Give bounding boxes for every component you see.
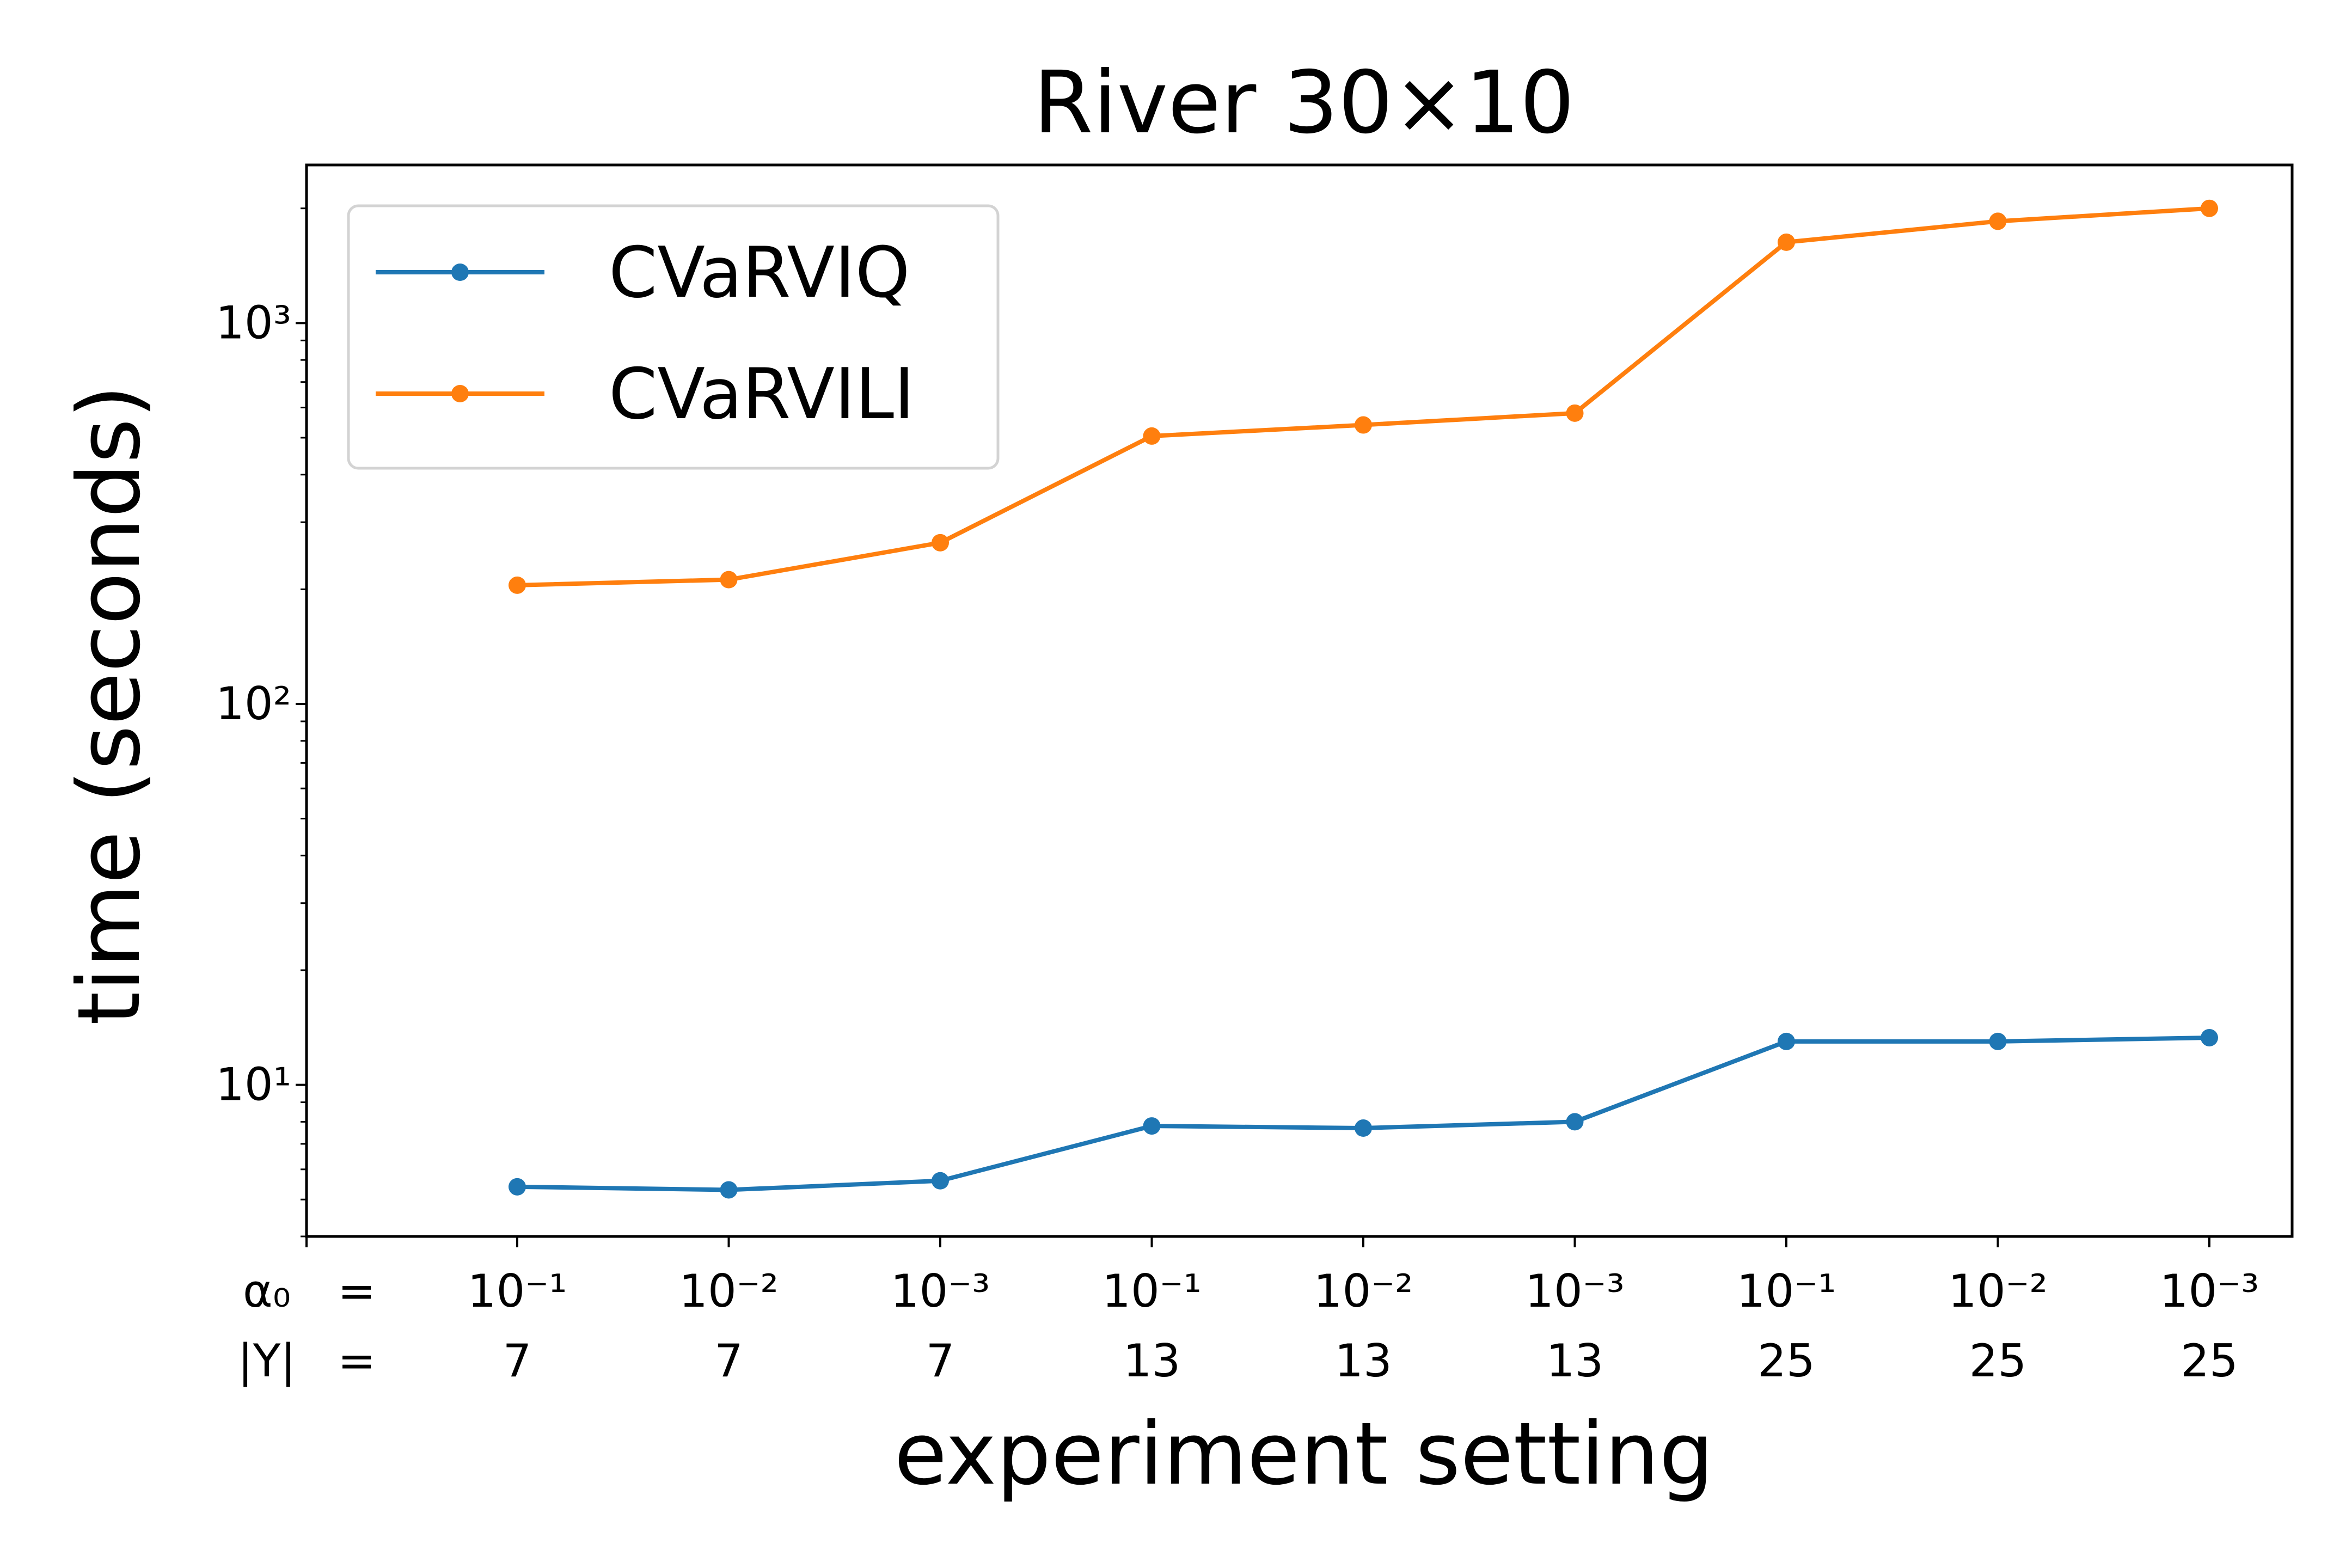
x-tick-label-Y: 25 — [1757, 1334, 1815, 1387]
x-tick-label-alpha0: 10⁻¹ — [468, 1265, 567, 1318]
data-point-cvarviq — [1355, 1119, 1372, 1137]
data-point-cvarviq — [1778, 1032, 1795, 1050]
y-tick-label: 10¹ — [216, 1058, 291, 1111]
data-point-cvarviq — [1989, 1032, 2007, 1050]
data-point-cvarvili — [1566, 404, 1584, 422]
data-point-cvarviq — [932, 1172, 949, 1190]
legend-marker-cvarviq — [451, 264, 469, 281]
legend: CVaRVIQ CVaRVILI — [347, 204, 1000, 470]
legend-label-cvarvili: CVaRVILI — [609, 354, 915, 435]
legend-label-cvarviq: CVaRVIQ — [609, 232, 910, 314]
x-tick-label-alpha0: 10⁻¹ — [1102, 1265, 1202, 1318]
x-tick-label-Y: 7 — [714, 1334, 743, 1387]
data-point-cvarvili — [1989, 212, 2007, 230]
data-point-cvarvili — [2201, 199, 2218, 217]
data-point-cvarviq — [2201, 1028, 2218, 1046]
x-tick-label-Y: 7 — [926, 1334, 955, 1387]
data-point-cvarvili — [720, 571, 738, 589]
data-point-cvarvili — [1778, 233, 1795, 251]
x-axis: α₀ = |Y| = 10⁻¹ 7 10⁻² 7 10⁻³ 7 10⁻¹ 13 10⁻² 13 10… — [238, 1236, 2259, 1387]
x-tick-label-Y: 7 — [503, 1334, 532, 1387]
x-tick-label-Y: 25 — [2180, 1334, 2238, 1387]
data-point-cvarviq — [720, 1181, 738, 1199]
data-point-cvarvili — [1355, 416, 1372, 434]
plot-frame — [305, 163, 2294, 1238]
x-tick-label-Y: 25 — [1969, 1334, 2027, 1387]
y-axis-title: time (seconds) — [59, 385, 160, 1025]
y-axis: 10¹ 10² 10³ — [216, 207, 307, 1238]
y-tick-label: 10³ — [216, 296, 291, 349]
data-point-cvarviq — [1566, 1113, 1584, 1131]
x-axis-title: experiment setting — [894, 1404, 1713, 1504]
chart-title: River 30×10 — [1033, 53, 1575, 153]
series-layer — [509, 199, 2218, 1199]
series-line-cvarviq — [517, 1035, 2210, 1192]
x-tick-label-Y: 13 — [1334, 1334, 1392, 1387]
x-tick-label-alpha0: 10⁻¹ — [1737, 1265, 1836, 1318]
x-tick-label-alpha0: 10⁻³ — [891, 1265, 990, 1318]
x-tick-label-Y: 13 — [1123, 1334, 1181, 1387]
x-tick-label-Y: 13 — [1546, 1334, 1604, 1387]
legend-marker-cvarvili — [451, 385, 469, 402]
data-point-cvarviq — [1143, 1117, 1161, 1135]
y-tick-label: 10² — [216, 677, 291, 730]
row-label-Y: |Y| — [238, 1334, 296, 1387]
row-label-alpha0: α₀ — [243, 1265, 291, 1318]
x-tick-label-alpha0: 10⁻² — [1948, 1265, 2048, 1318]
data-point-cvarvili — [509, 576, 526, 594]
x-tick-label-alpha0: 10⁻² — [1314, 1265, 1413, 1318]
data-point-cvarviq — [509, 1178, 526, 1196]
row-eq-Y: = — [338, 1334, 376, 1387]
x-tick-label-alpha0: 10⁻³ — [1525, 1265, 1625, 1318]
x-tick-label-alpha0: 10⁻³ — [2160, 1265, 2259, 1318]
row-eq-alpha0: = — [338, 1265, 376, 1318]
data-point-cvarvili — [1143, 427, 1161, 445]
data-point-cvarvili — [932, 534, 949, 552]
plot-area — [305, 163, 2294, 1238]
x-tick-label-alpha0: 10⁻² — [679, 1265, 779, 1318]
